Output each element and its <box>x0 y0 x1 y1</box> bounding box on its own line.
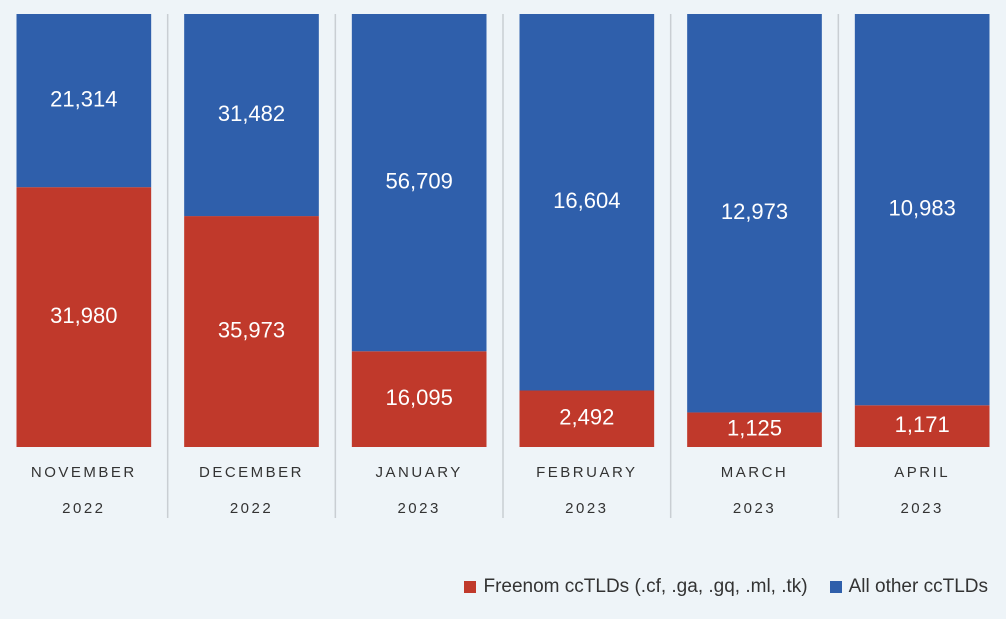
bar-other <box>687 14 822 413</box>
legend-label-other: All other ccTLDs <box>848 576 988 597</box>
bar-label-freenom: 16,095 <box>386 385 453 410</box>
bar-freenom <box>16 187 152 447</box>
bar-label-freenom: 1,171 <box>895 412 950 437</box>
stacked-bar-chart: 31,980 21,314 NOVEMBER 2022 35,973 31,482 DECE… <box>16 14 990 518</box>
bar-label-freenom: 2,492 <box>559 405 614 430</box>
bar-freenom <box>519 390 655 447</box>
x-tick-label-month: DECEMBER <box>199 464 304 481</box>
legend-swatch-other <box>829 581 842 593</box>
x-tick-label-month: NOVEMBER <box>31 464 137 481</box>
legend-label-freenom: Freenom ccTLDs (.cf, .ga, .gq, .ml, .tk) <box>483 576 808 597</box>
bar-label-other: 56,709 <box>386 168 453 193</box>
bar-label-other: 16,604 <box>553 188 620 213</box>
bar-freenom <box>687 412 822 447</box>
x-tick-label-month: FEBRUARY <box>536 464 637 481</box>
bar-label-freenom: 31,980 <box>50 303 117 328</box>
bar-other <box>16 14 152 188</box>
bar-freenom <box>351 351 487 447</box>
legend: Freenom ccTLDs (.cf, .ga, .gq, .ml, .tk)… <box>464 576 988 598</box>
bar-other <box>854 14 990 406</box>
x-tick-label-year: 2023 <box>733 500 776 517</box>
legend-item-freenom: Freenom ccTLDs (.cf, .ga, .gq, .ml, .tk) <box>464 576 808 598</box>
bar-other <box>519 14 655 391</box>
x-tick-label-month: JANUARY <box>376 464 463 481</box>
x-tick-label-month: APRIL <box>894 464 950 481</box>
bar-label-freenom: 35,973 <box>218 317 285 342</box>
x-tick-label-month: MARCH <box>721 464 789 481</box>
legend-swatch-freenom <box>464 581 477 593</box>
bar-freenom <box>184 216 319 447</box>
bar-other <box>184 14 319 217</box>
bar-label-other: 21,314 <box>50 86 117 111</box>
bar-label-other: 31,482 <box>218 101 285 126</box>
bar-freenom <box>854 405 990 447</box>
legend-item-other: All other ccTLDs <box>829 576 988 598</box>
bar-label-freenom: 1,125 <box>727 416 782 441</box>
x-tick-label-year: 2023 <box>397 500 440 517</box>
x-tick-label-year: 2023 <box>565 500 608 517</box>
x-tick-label-year: 2023 <box>900 500 943 517</box>
bar-label-other: 12,973 <box>721 199 788 224</box>
x-tick-label-year: 2022 <box>62 500 105 517</box>
bar-other <box>351 14 487 352</box>
bar-label-other: 10,983 <box>889 195 956 220</box>
x-tick-label-year: 2022 <box>230 500 273 517</box>
